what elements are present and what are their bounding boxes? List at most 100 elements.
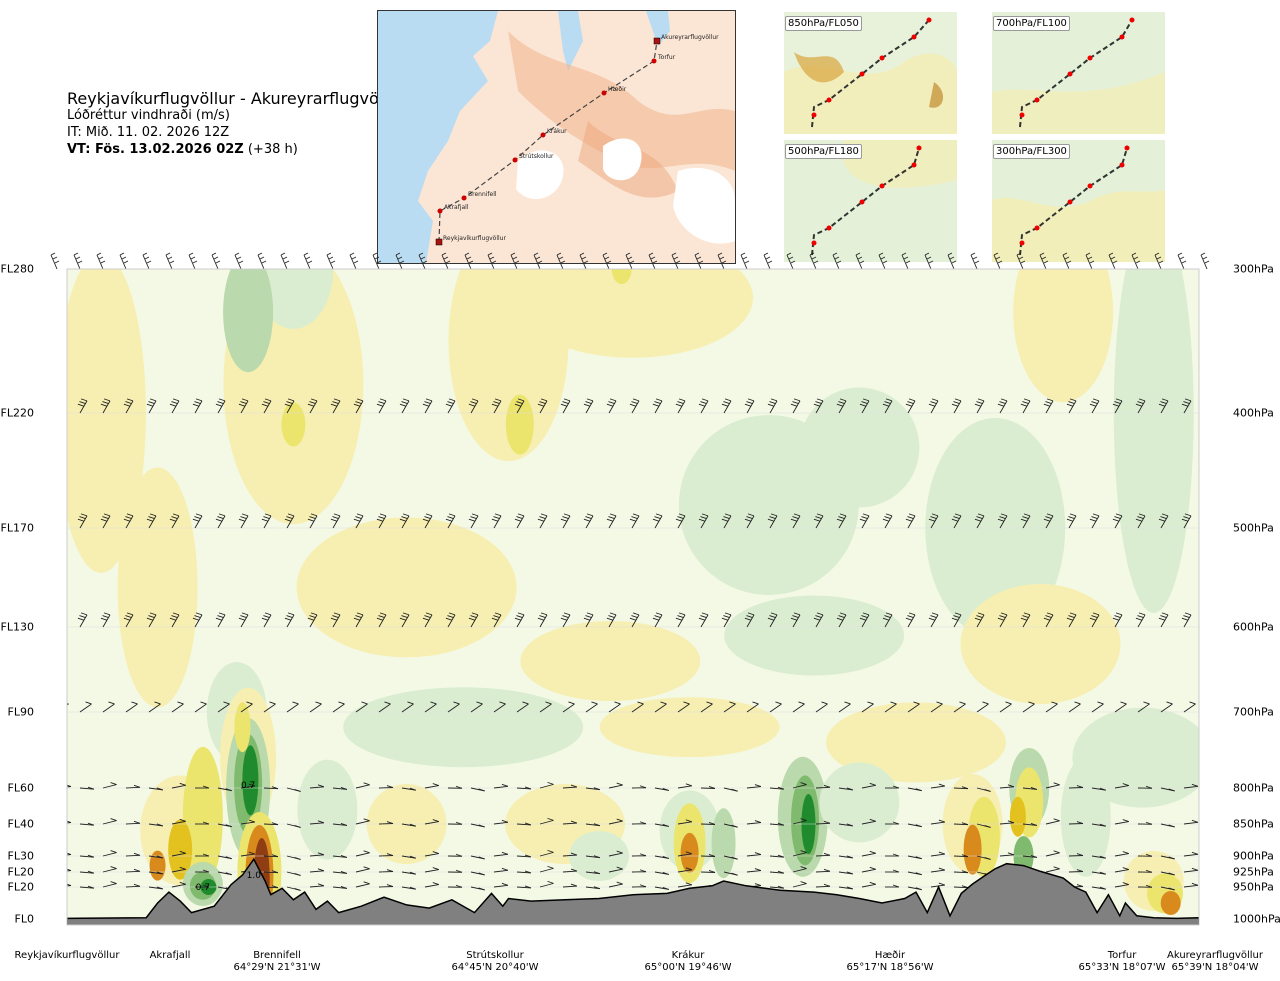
wind-barb: [217, 871, 232, 876]
barb-flag: [284, 260, 290, 264]
barb-flag: [501, 819, 509, 823]
barb-flag: [294, 788, 301, 792]
barb-staff: [1160, 703, 1173, 713]
barb-flag: [1208, 399, 1214, 401]
wind-barb: [395, 252, 405, 270]
barb-flag: [1138, 398, 1146, 402]
barb-flag: [445, 617, 453, 621]
barb-staff: [1114, 515, 1123, 529]
barb-staff: [717, 254, 725, 270]
barb-flag: [409, 823, 416, 827]
wind-barb: [217, 787, 232, 792]
barb-flag: [862, 398, 870, 402]
barb-flag: [586, 513, 594, 517]
barb-flag: [977, 513, 985, 517]
barb-staff: [1091, 614, 1100, 628]
barb-flag: [126, 398, 134, 402]
barb-flag: [840, 255, 846, 257]
barb-flag: [192, 518, 200, 522]
barb-staff: [970, 254, 978, 270]
barb-flag: [1183, 615, 1190, 618]
barb-flag: [1112, 260, 1118, 264]
wind-barb: [493, 783, 509, 789]
wind-barb: [629, 612, 640, 628]
barb-staff: [424, 869, 439, 873]
barb-flag: [67, 784, 72, 787]
barb-flag: [1112, 617, 1120, 621]
barb-flag: [149, 612, 157, 616]
barb-flag: [800, 782, 807, 786]
wind-barb: [746, 820, 762, 825]
field-patch: [960, 584, 1121, 704]
wind-barb: [654, 886, 669, 890]
wind-barb: [861, 818, 876, 825]
barb-flag: [468, 260, 474, 264]
barb-staff: [954, 269, 955, 270]
barb-staff: [999, 786, 1014, 789]
barb-flag: [238, 617, 246, 621]
wind-barb: [562, 701, 575, 713]
wind-barb: [215, 513, 226, 529]
barb-flag: [1066, 617, 1074, 621]
barb-staff: [1091, 400, 1100, 414]
barb-flag: [478, 824, 485, 828]
barb-staff: [332, 787, 347, 790]
barb-flag: [240, 615, 247, 618]
field-patch: [711, 808, 736, 879]
barb-staff: [240, 785, 255, 789]
mini-map-700: 700hPa/FL100: [992, 12, 1165, 134]
wind-barb: [744, 612, 755, 628]
barb-staff: [194, 515, 203, 529]
barb-flag: [179, 881, 186, 885]
barb-staff: [332, 855, 347, 858]
barb-staff: [862, 269, 863, 270]
barb-flag: [652, 260, 658, 264]
barb-flag: [240, 516, 247, 519]
barb-flag: [811, 256, 817, 260]
barb-flag: [264, 513, 272, 517]
wind-barb: [560, 398, 571, 414]
wind-barb: [953, 822, 969, 826]
barb-flag: [448, 513, 456, 517]
barb-flag: [213, 256, 219, 260]
barb-flag: [857, 256, 863, 260]
barb-flag: [788, 256, 794, 260]
barb-flag: [1022, 516, 1029, 519]
barb-flag: [616, 782, 623, 786]
wind-barb: [838, 855, 854, 859]
barb-staff: [861, 883, 876, 888]
barb-flag: [517, 398, 525, 402]
barb-flag: [464, 252, 470, 256]
barb-flag: [317, 820, 325, 824]
waypoint-label: Akureyrarflugvöllur 65°39'N 18°04'W: [1167, 950, 1263, 974]
barb-flag: [602, 252, 608, 256]
wind-barb: [468, 513, 479, 529]
contour-annotations: 0.71.00.7: [196, 781, 262, 893]
barb-flag: [862, 513, 870, 517]
barb-flag: [363, 818, 370, 822]
flight-level-label: FL0: [14, 912, 34, 926]
barb-flag: [539, 401, 546, 404]
field-patch: [253, 269, 334, 329]
field-patch: [826, 702, 1006, 783]
wind-barb: [1183, 819, 1199, 825]
pressure-level-label: 850hPa: [1233, 817, 1274, 831]
barb-staff: [67, 854, 71, 856]
wind-barb: [953, 870, 969, 874]
barb-flag: [708, 822, 716, 825]
barb-flag: [723, 258, 729, 260]
barb-flag: [639, 821, 647, 825]
barb-flag: [746, 401, 753, 404]
wind-barb: [470, 871, 485, 876]
barb-staff: [149, 269, 150, 270]
barb-flag: [701, 612, 709, 616]
barb-flag: [472, 255, 478, 257]
barb-flag: [723, 615, 730, 618]
wind-barb: [424, 867, 439, 873]
barb-staff: [930, 869, 945, 873]
barb-flag: [593, 787, 601, 791]
barb-flag: [731, 788, 738, 792]
wind-barb: [102, 866, 117, 873]
barb-flag: [470, 516, 477, 519]
